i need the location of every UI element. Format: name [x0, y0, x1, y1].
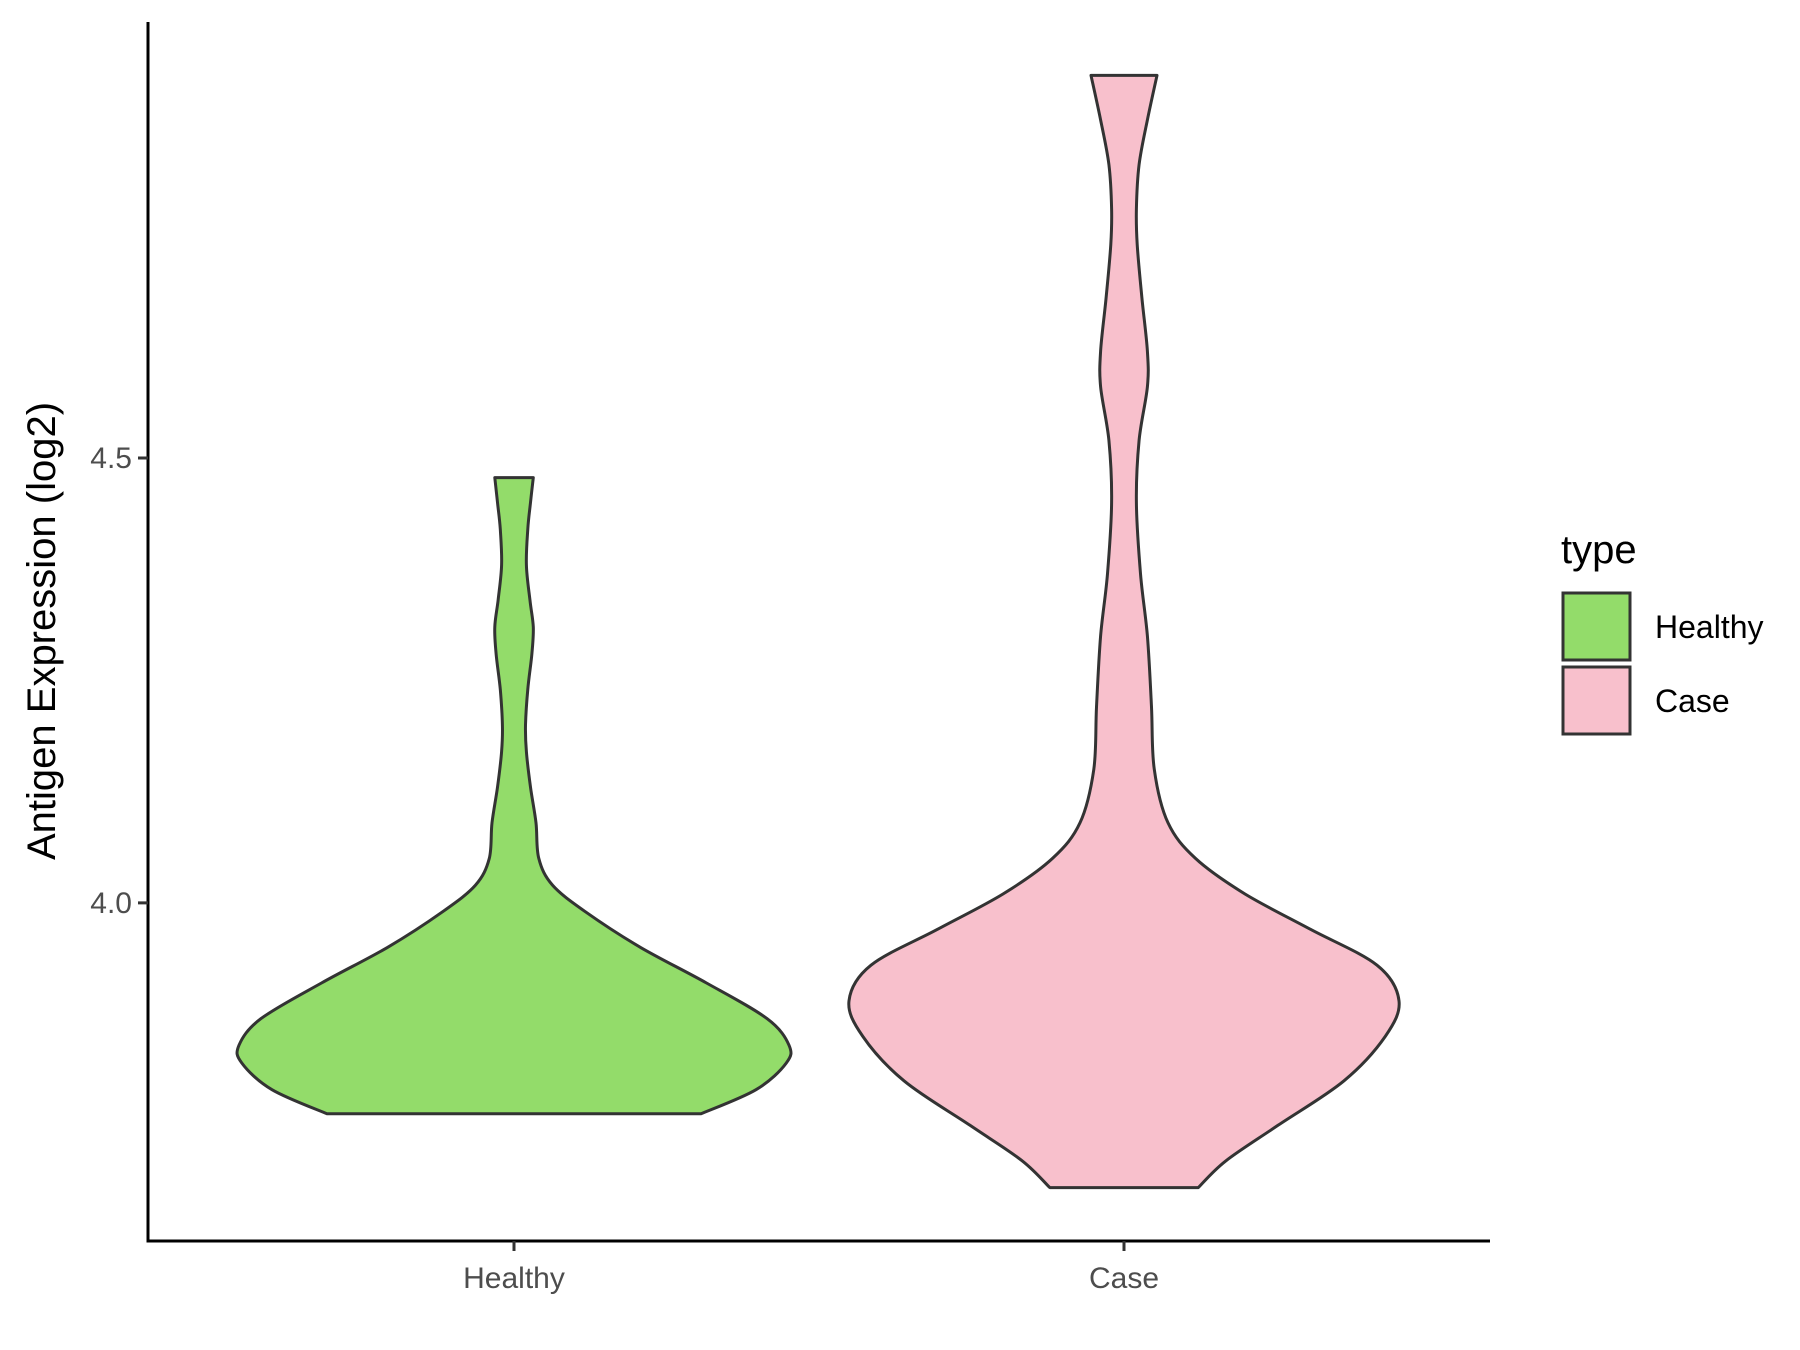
violin-healthy	[235, 476, 793, 1116]
violin-layer	[235, 73, 1401, 1190]
y-axis-ticks: 4.0 4.5	[90, 442, 148, 920]
x-axis-ticks: Healthy Case	[463, 1241, 1159, 1295]
y-tick-label: 4.0	[90, 887, 132, 920]
legend-key-healthy	[1561, 591, 1632, 662]
x-tick-label: Healthy	[463, 1262, 565, 1295]
legend-title: type	[1561, 528, 1637, 572]
legend-key-case	[1561, 665, 1632, 736]
legend-label-case: Case	[1655, 683, 1730, 719]
legend: Healthy Case	[1561, 591, 1764, 736]
violin-case	[847, 73, 1401, 1190]
legend-label-healthy: Healthy	[1655, 609, 1764, 645]
y-axis-title: Antigen Expression (log2)	[20, 402, 64, 860]
x-tick-label: Case	[1089, 1262, 1159, 1295]
y-tick-label: 4.5	[90, 442, 132, 475]
